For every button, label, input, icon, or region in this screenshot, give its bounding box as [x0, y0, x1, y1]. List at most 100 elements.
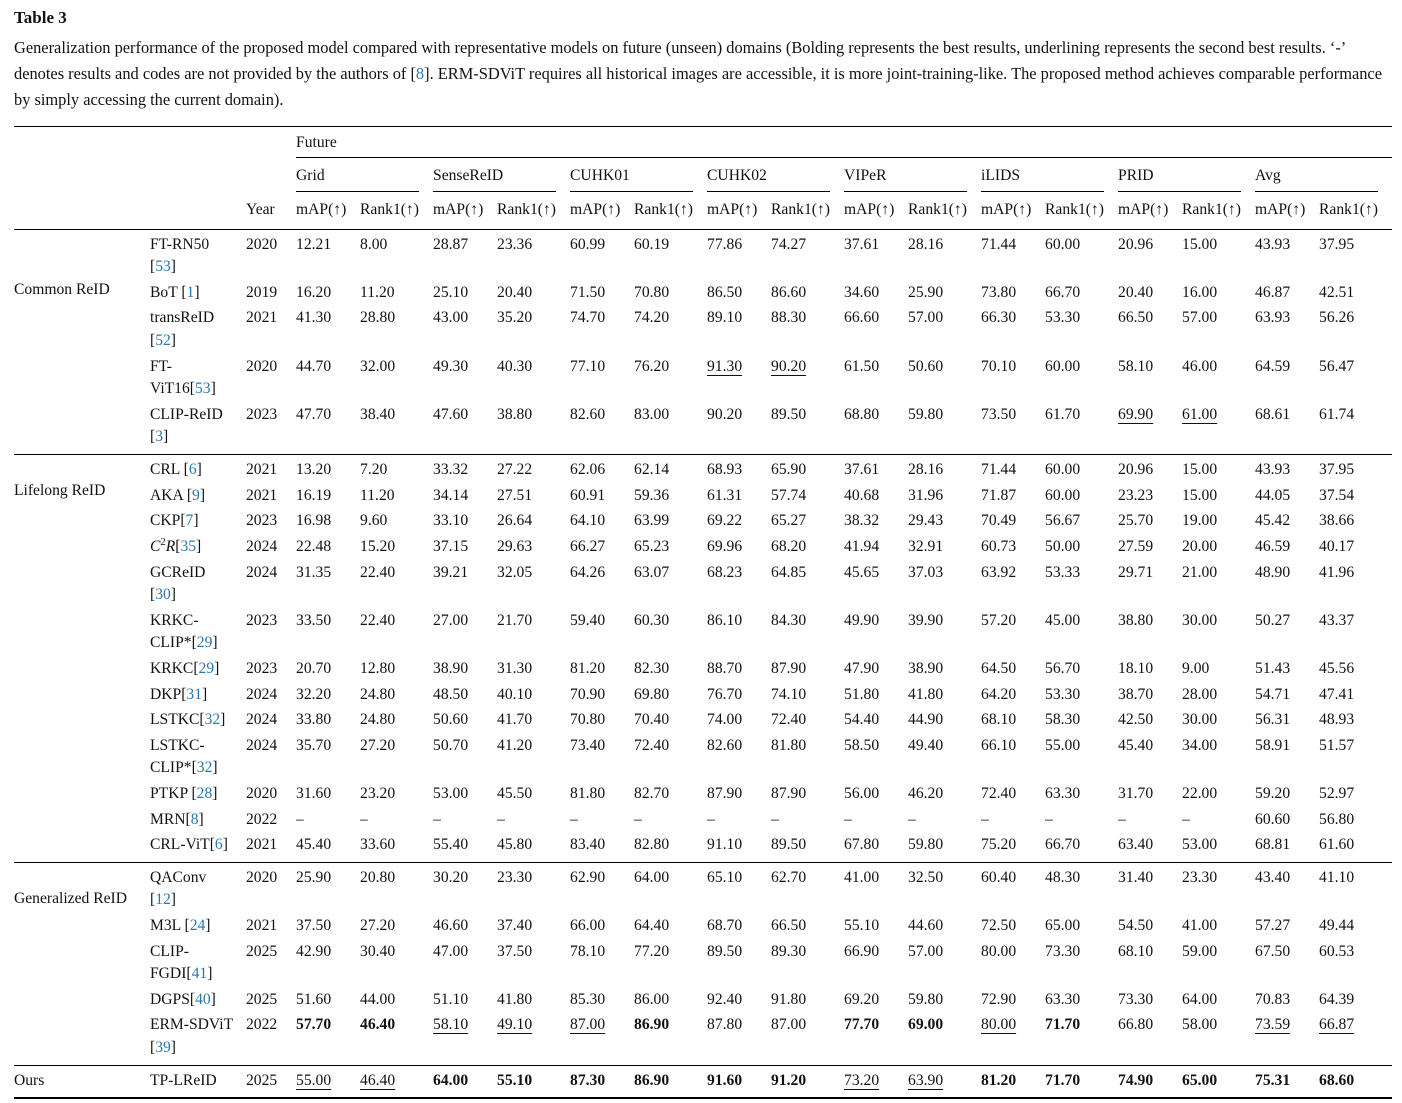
value-cell: 44.00 — [360, 990, 396, 1008]
value-cell: 71.70 — [1045, 1071, 1081, 1089]
value-cell: 29.63 — [497, 537, 533, 555]
value-cell: 32.50 — [908, 868, 944, 886]
col-header-map: mAP(↑) — [570, 191, 635, 230]
value-cell: 60.91 — [570, 486, 606, 504]
value-cell: 82.30 — [634, 659, 670, 677]
value-cell: 46.00 — [1182, 357, 1218, 375]
model-name: LSTKC- CLIP*[32] — [150, 736, 218, 777]
value-cell: 37.03 — [908, 563, 944, 581]
value-cell: 70.90 — [570, 685, 606, 703]
value-cell: 63.99 — [634, 512, 670, 530]
value-cell: 7.20 — [360, 461, 388, 479]
value-cell: 31.70 — [1118, 785, 1154, 802]
model-name: FT-RN50 [53] — [150, 235, 210, 276]
model-name: PTKP [28] — [150, 785, 218, 802]
value-cell: 54.50 — [1118, 917, 1154, 935]
table-row: MRN[8] 2022– – – – – – – – – – – – – –60.60 56.80 — [14, 807, 1392, 833]
value-cell: 86.00 — [634, 990, 670, 1008]
value-cell: 65.90 — [771, 461, 807, 479]
citation-link[interactable]: 52 — [155, 332, 171, 350]
citation-link[interactable]: 1 — [186, 283, 195, 301]
value-cell: 57.00 — [908, 942, 944, 960]
value-cell: – — [844, 810, 852, 828]
value-cell: 74.70 — [570, 309, 606, 327]
col-header-rank1: Rank1(↑) — [360, 191, 434, 230]
table-row: DKP[31] 2024 32.20 24.80 48.50 40.10 70.90 69.8… — [14, 682, 1392, 708]
value-cell: 23.23 — [1118, 486, 1154, 504]
citation-link[interactable]: 32 — [196, 759, 213, 777]
value-cell: 20.40 — [497, 283, 533, 301]
value-cell: 28.80 — [360, 309, 396, 327]
citation-link[interactable]: 53 — [194, 380, 211, 398]
value-cell: 53.30 — [1045, 309, 1081, 327]
value-cell: 68.93 — [707, 461, 743, 479]
value-cell: 40.30 — [497, 357, 533, 375]
value-cell: 37.54 — [1319, 486, 1355, 504]
citation-link[interactable]: 9 — [192, 486, 200, 504]
year-cell: 2023 — [246, 512, 278, 530]
value-cell: 56.67 — [1045, 512, 1081, 530]
value-cell: 73.59 — [1255, 1016, 1291, 1034]
value-cell: 65.10 — [707, 868, 743, 886]
col-header-ilids: iLIDS — [981, 158, 1118, 192]
value-cell: 38.90 — [433, 659, 469, 677]
citation-link[interactable]: 12 — [155, 891, 171, 909]
value-cell: 16.19 — [296, 486, 332, 504]
citation-link[interactable]: 29 — [198, 659, 215, 677]
value-cell: 87.90 — [707, 785, 743, 802]
value-cell: 86.50 — [707, 283, 743, 301]
value-cell: 77.86 — [707, 235, 743, 253]
table-row: CRL-ViT[6] 2021 45.40 33.60 55.40 45.80 83.40 8… — [14, 833, 1392, 863]
table-row: KRKC[29] 2023 20.70 12.80 38.90 31.30 81.20 82.… — [14, 656, 1392, 682]
value-cell: 58.91 — [1255, 736, 1291, 754]
citation-link[interactable]: 35 — [180, 537, 197, 555]
model-name: BoT [1] — [150, 283, 200, 301]
value-cell: 66.27 — [570, 537, 606, 555]
value-cell: 12.21 — [296, 235, 332, 253]
value-cell: 89.50 — [771, 405, 807, 423]
citation-link[interactable]: 31 — [186, 685, 202, 703]
value-cell: 64.85 — [771, 563, 807, 581]
value-cell: 41.20 — [497, 736, 533, 754]
value-cell: 40.10 — [497, 685, 533, 703]
citation-link[interactable]: 24 — [189, 917, 206, 935]
col-header-rank1: Rank1(↑) — [634, 191, 708, 230]
citation-link[interactable]: 29 — [196, 634, 213, 652]
value-cell: 82.80 — [634, 836, 670, 854]
value-cell: 64.59 — [1255, 357, 1291, 375]
col-header-cuhk02: CUHK02 — [707, 158, 844, 192]
citation-link[interactable]: 6 — [188, 461, 197, 479]
citation-link[interactable]: 28 — [196, 785, 213, 802]
value-cell: 60.00 — [1045, 461, 1081, 479]
value-cell: 56.80 — [1319, 810, 1355, 828]
value-cell: 54.40 — [844, 711, 880, 729]
value-cell: 71.44 — [981, 461, 1017, 479]
citation-link[interactable]: 41 — [191, 965, 208, 983]
citation-link[interactable]: 8 — [415, 63, 425, 83]
citation-link[interactable]: 40 — [195, 990, 211, 1008]
value-cell: 57.70 — [296, 1016, 332, 1034]
value-cell: 56.31 — [1255, 711, 1291, 729]
value-cell: 47.90 — [844, 659, 880, 677]
value-cell: 16.20 — [296, 283, 332, 301]
citation-link[interactable]: 3 — [155, 428, 163, 446]
section-common-reid: Common ReID FT-RN50 [53] 2020 12.21 8.00 28.87… — [14, 229, 1392, 454]
citation-link[interactable]: 7 — [185, 512, 194, 530]
value-cell: 27.51 — [497, 486, 533, 504]
value-cell: 72.40 — [771, 711, 807, 729]
citation-link[interactable]: 8 — [190, 810, 199, 828]
model-name: ERM-SDViT [39] — [150, 1016, 234, 1057]
citation-link[interactable]: 39 — [155, 1039, 171, 1057]
citation-link[interactable]: 30 — [155, 586, 171, 604]
citation-link[interactable]: 32 — [204, 711, 221, 729]
model-name: KRKC[29] — [150, 659, 220, 677]
col-header-viper: VIPeR — [844, 158, 981, 192]
value-cell: 48.50 — [433, 685, 469, 703]
citation-link[interactable]: 6 — [214, 836, 223, 854]
value-cell: 40.17 — [1319, 537, 1355, 555]
value-cell: 57.27 — [1255, 917, 1291, 935]
citation-link[interactable]: 53 — [155, 258, 171, 276]
value-cell: 57.00 — [1182, 309, 1218, 327]
value-cell: 50.70 — [433, 736, 469, 754]
col-header-map: mAP(↑) — [433, 191, 498, 230]
